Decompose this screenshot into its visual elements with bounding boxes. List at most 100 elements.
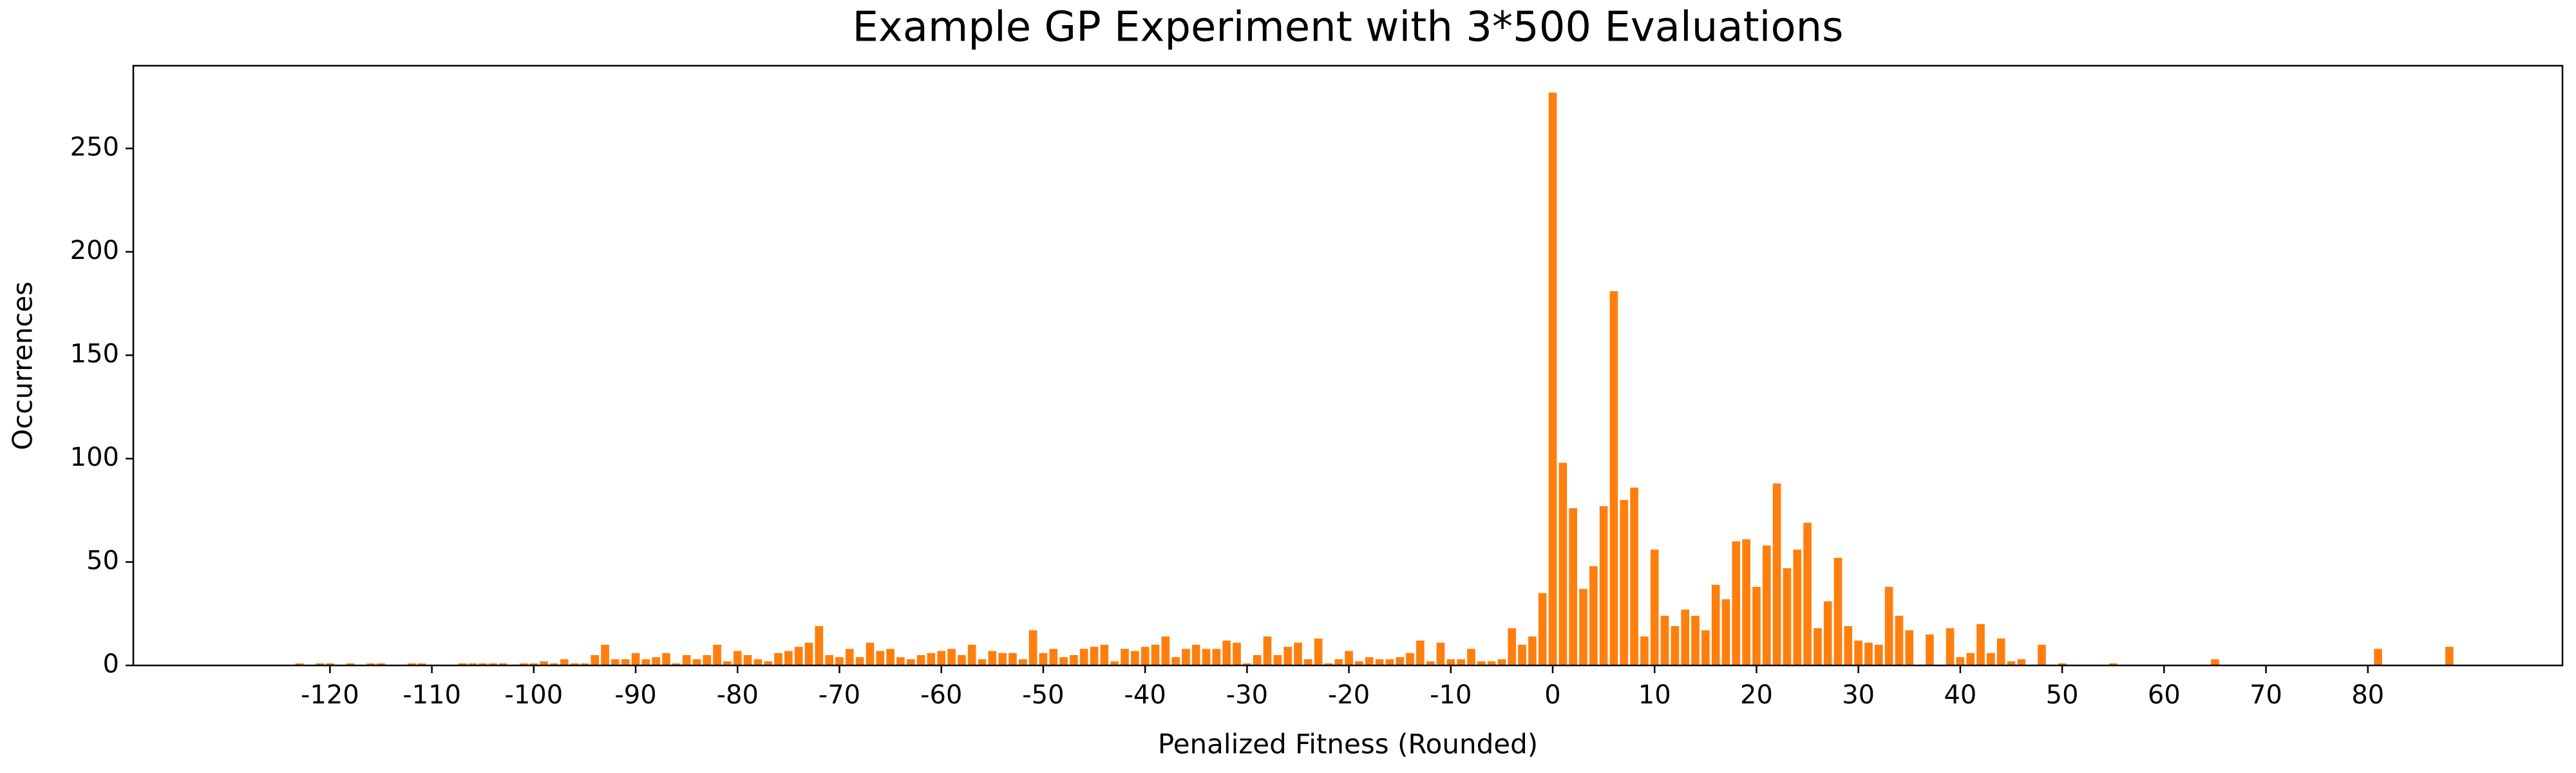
bar (1324, 663, 1333, 665)
bar (1793, 549, 1802, 665)
bar (896, 657, 905, 665)
bar (641, 659, 650, 665)
bar (1895, 615, 1904, 665)
bar (967, 644, 976, 665)
bar (1833, 558, 1842, 665)
bar (580, 663, 589, 665)
x-tick-label: -30 (1226, 680, 1268, 710)
x-tick-label: -70 (819, 680, 860, 710)
bar (1406, 653, 1414, 665)
bar (1762, 545, 1771, 665)
bar (1518, 644, 1526, 665)
bar (713, 644, 721, 665)
bar (652, 657, 661, 665)
bar (998, 653, 1007, 665)
bar (1620, 500, 1629, 665)
bar (1212, 649, 1221, 665)
bar (672, 663, 681, 665)
bar (1681, 609, 1690, 665)
bar (1487, 661, 1496, 665)
bar (1844, 626, 1853, 665)
bar (876, 651, 885, 665)
bar (1334, 659, 1343, 665)
bar (855, 657, 864, 665)
bar (1875, 644, 1883, 665)
bar (1956, 657, 1965, 665)
bar (295, 663, 304, 665)
bar (601, 644, 609, 665)
bar (886, 649, 895, 665)
bar (611, 659, 620, 665)
x-tick-label: -120 (301, 680, 359, 710)
bar (1823, 601, 1832, 665)
bar (1059, 657, 1068, 665)
bar (703, 654, 712, 665)
bar (1396, 657, 1405, 665)
bar (845, 649, 854, 665)
bar (1039, 653, 1048, 665)
bar (866, 642, 875, 665)
bar (458, 663, 467, 665)
bar (489, 663, 497, 665)
bar (2017, 659, 2026, 665)
bar (1650, 549, 1659, 665)
bar (1141, 647, 1150, 665)
bar (499, 663, 507, 665)
x-tick-label: 40 (1944, 680, 1976, 710)
bar (621, 659, 630, 665)
bar (1161, 636, 1170, 665)
bar (1660, 615, 1669, 665)
bar (1283, 647, 1292, 665)
bar (825, 654, 833, 665)
bar (1783, 568, 1792, 665)
bar (1732, 541, 1741, 665)
bar (1079, 649, 1088, 665)
x-tick-label: 60 (2148, 680, 2181, 710)
bar (794, 647, 803, 665)
bar (1100, 644, 1109, 665)
bar (927, 653, 936, 665)
bar (1467, 649, 1475, 665)
bar (1752, 587, 1761, 665)
bar (560, 659, 569, 665)
bar (1721, 599, 1730, 665)
bar (1385, 659, 1394, 665)
bar (1243, 663, 1251, 665)
bar (1609, 291, 1618, 665)
bar (468, 663, 477, 665)
x-tick-label: -100 (504, 680, 563, 710)
bar (2445, 647, 2454, 665)
bar (631, 653, 640, 665)
bar (1436, 642, 1445, 665)
y-axis-label: Occurrences (7, 282, 39, 450)
bar (1701, 630, 1710, 665)
x-tick-label: -90 (614, 680, 656, 710)
x-tick-label: 50 (2046, 680, 2079, 710)
bar (550, 663, 558, 665)
bar (1009, 653, 1017, 665)
bar (1548, 92, 1557, 665)
bar (723, 661, 732, 665)
x-tick-label: -10 (1430, 680, 1472, 710)
y-tick-label: 150 (70, 339, 119, 368)
bar (316, 663, 324, 665)
bar (1028, 630, 1037, 665)
bar (1772, 483, 1781, 665)
bar (1222, 640, 1231, 665)
x-tick-label: -20 (1328, 680, 1370, 710)
bar (1803, 522, 1812, 665)
x-tick-label: 80 (2351, 680, 2384, 710)
bar (1926, 634, 1934, 665)
bar (2038, 644, 2046, 665)
bar (1090, 647, 1099, 665)
bar (377, 663, 385, 665)
bar (1273, 654, 1282, 665)
bar (1711, 584, 1720, 665)
bar (743, 654, 752, 665)
bar (1497, 659, 1506, 665)
bar (2211, 659, 2219, 665)
bar (682, 654, 691, 665)
bar (1691, 615, 1700, 665)
bar (2007, 661, 2016, 665)
x-tick-label: -60 (920, 680, 962, 710)
